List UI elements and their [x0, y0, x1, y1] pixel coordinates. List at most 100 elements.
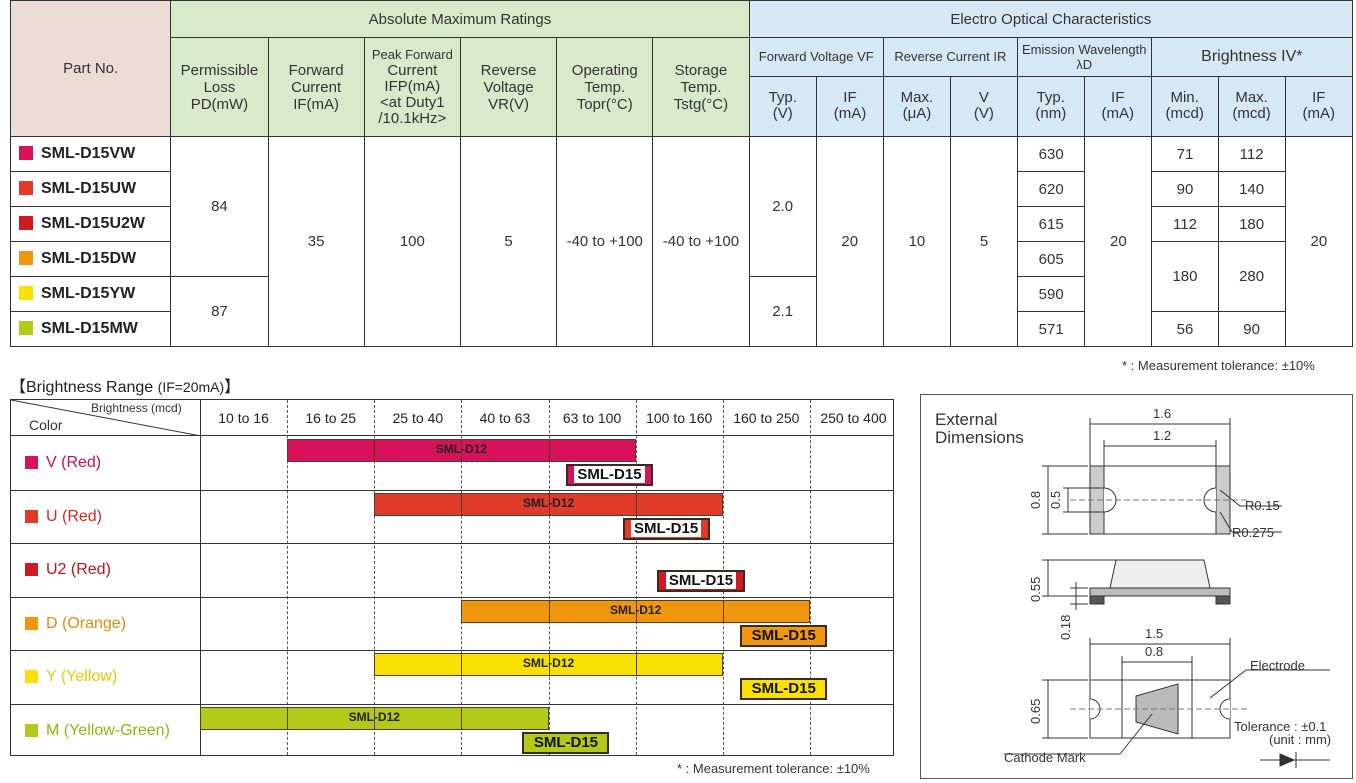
eo-sub-header-0: Typ. (V) [749, 76, 817, 136]
range-header: 250 to 400 [820, 410, 887, 426]
color-label: D (Orange) [25, 615, 126, 633]
bar-segment [461, 654, 463, 675]
if-value: 35 [267, 136, 365, 347]
d15-label: SML-D15 [574, 466, 645, 483]
abs-max-header: Absolute Maximum Ratings [170, 0, 750, 38]
iv-min: 112 [1151, 206, 1219, 242]
part-row-4: SML-D15YW [9, 276, 172, 312]
dim-w-outer: 1.6 [1153, 406, 1171, 421]
vf-if-value: 20 [815, 136, 884, 347]
eo-sub-header-line: IF [1312, 89, 1326, 107]
eo-sub-header-line: (nm) [1035, 105, 1067, 123]
d15-range-box: SML-D15 [740, 678, 828, 700]
bar-segment [548, 493, 550, 515]
bar-segment [548, 654, 550, 675]
abs-col-header-line: /10.1kHz> [378, 110, 447, 127]
abs-col-header-2: Peak Forward Current IFP(mA) <at Duty1/10.1… [363, 37, 461, 137]
abs-col-header-line: VR(V) [488, 95, 529, 113]
part-name: SML-D15UW [41, 180, 137, 197]
bar-segment [635, 493, 637, 515]
d15-label: SML-D15 [533, 733, 599, 751]
abs-col-header-line: <at Duty1 [380, 94, 445, 111]
color-label: U (Red) [25, 508, 102, 526]
tstg-value: -40 to +100 [652, 136, 750, 347]
d12-range-bar: SML-D12 [200, 706, 549, 730]
topr-value: -40 to +100 [556, 136, 654, 347]
abs-col-header-line: PD(mW) [190, 95, 249, 113]
part-name: SML-D15YW [41, 285, 136, 302]
abs-col-header-0: Permissible Loss PD(mW) [170, 37, 269, 137]
bar-segment [548, 600, 550, 622]
d15-range-box: SML-D15 [657, 570, 745, 592]
brightness-note: * : Measurement tolerance: ±10% [677, 761, 870, 776]
brightness-title: 【Brightness Range (IF=20mA)】 [10, 379, 241, 396]
color-swatch [25, 509, 38, 523]
color-label: U2 (Red) [25, 561, 111, 579]
iv-max: 280 [1217, 241, 1286, 312]
color-row-divider [11, 596, 893, 598]
abs-col-header-line: Temp. [584, 78, 626, 96]
eo-sub-header-1: IF (mA) [816, 76, 884, 136]
bar-segment [287, 707, 289, 729]
d15-label: SML-D15 [751, 680, 816, 697]
range-col-divider [287, 400, 289, 755]
color-row-divider [11, 703, 893, 705]
color-label: Y (Yellow) [25, 668, 117, 686]
color-row-divider [11, 650, 893, 651]
range-header: 10 to 16 [218, 410, 269, 426]
color-label-text: M (Yellow-Green) [46, 721, 170, 739]
range-header: 160 to 250 [733, 410, 800, 426]
tolerance-label: Tolerance : ±0.1 [1234, 719, 1326, 734]
ifp-value: 100 [363, 136, 461, 347]
range-col-divider [461, 400, 463, 755]
d15-range-box: SML-D15 [740, 624, 828, 647]
dim-b-h: 0.65 [1028, 699, 1043, 724]
electrode-label: Electrode [1250, 658, 1305, 673]
part-name: SML-D15DW [41, 250, 137, 267]
brightness-range-chart: Brightness (mcd) Color 10 to 16 16 to 25 2… [10, 399, 894, 756]
dim-w-inner: 1.2 [1153, 428, 1171, 443]
cathode-label: Cathode Mark [1004, 750, 1086, 765]
eo-group-header-0: Forward Voltage VF [749, 38, 884, 77]
dim-r2: R0.275 [1232, 525, 1274, 540]
eo-sub-header-line: (μA) [902, 105, 932, 123]
eo-sub-header-line: IF [843, 89, 857, 107]
pd-value: 87 [170, 276, 269, 347]
eo-sub-header-line: V [978, 89, 989, 107]
eo-sub-header-line: Typ. [768, 89, 797, 107]
wl-value: 605 [1017, 241, 1086, 277]
range-col-divider [548, 400, 550, 755]
bar-segment [461, 707, 463, 729]
ir-v-value: 5 [949, 136, 1019, 347]
vf-value: 2.0 [748, 136, 817, 277]
color-swatch [25, 723, 38, 737]
pd-value: 84 [170, 136, 269, 277]
color-label-text: D (Orange) [46, 614, 127, 632]
eo-sub-header-line: Min. [1170, 89, 1199, 107]
part-color-swatch [19, 321, 33, 335]
iv-min: 90 [1151, 171, 1219, 207]
part-row-3: SML-D15DW [9, 241, 172, 277]
color-label-text: U2 (Red) [46, 561, 111, 578]
wl-value: 590 [1017, 276, 1086, 312]
part-name: SML-D15MW [41, 320, 138, 337]
abs-col-header-5: Storage Temp. Tstg(°C) [652, 37, 750, 137]
vr-value: 5 [459, 136, 558, 347]
d12-range-bar: SML-D12 [374, 653, 723, 676]
abs-col-header-line: Current [387, 62, 438, 79]
wl-if-value: 20 [1084, 136, 1153, 347]
d15-range-box: SML-D15 [622, 517, 710, 540]
abs-col-header-line: Storage [674, 61, 728, 79]
d12-label: SML-D12 [522, 495, 575, 510]
range-header: 16 to 25 [305, 410, 356, 426]
d12-range-bar: SML-D12 [374, 492, 723, 516]
abs-col-header-3: Reverse Voltage VR(V) [459, 37, 558, 137]
eo-group-header-1: Reverse Current IR [883, 38, 1018, 77]
wl-value: 571 [1017, 311, 1086, 347]
dim-b-w: 1.5 [1145, 626, 1163, 641]
part-row-2: SML-D15U2W [9, 206, 172, 242]
color-label-text: Y (Yellow) [46, 668, 118, 685]
dim-side-h: 0.55 [1028, 577, 1043, 602]
wl-value: 615 [1017, 206, 1086, 242]
d12-label: SML-D12 [435, 442, 488, 456]
